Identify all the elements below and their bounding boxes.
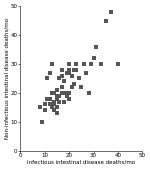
Point bbox=[63, 92, 65, 94]
Point bbox=[68, 63, 70, 65]
Point bbox=[58, 77, 61, 80]
Y-axis label: Non-infectious intestinal disease deaths/mo: Non-infectious intestinal disease deaths… bbox=[4, 18, 9, 139]
Point bbox=[51, 63, 53, 65]
Point bbox=[63, 80, 65, 83]
Point bbox=[66, 94, 68, 97]
Point bbox=[53, 100, 56, 103]
Point bbox=[53, 109, 56, 112]
Point bbox=[44, 103, 46, 106]
Point bbox=[61, 74, 63, 77]
Point bbox=[48, 71, 51, 74]
Point bbox=[51, 92, 53, 94]
Point bbox=[48, 97, 51, 100]
Point bbox=[61, 68, 63, 71]
X-axis label: Infectious intestinal disease deaths/mo: Infectious intestinal disease deaths/mo bbox=[27, 160, 135, 165]
Point bbox=[58, 100, 61, 103]
Point bbox=[58, 94, 61, 97]
Point bbox=[87, 92, 90, 94]
Point bbox=[61, 92, 63, 94]
Point bbox=[56, 94, 58, 97]
Point bbox=[80, 86, 83, 88]
Point bbox=[82, 63, 85, 65]
Point bbox=[66, 92, 68, 94]
Point bbox=[95, 45, 97, 48]
Point bbox=[56, 106, 58, 109]
Point bbox=[66, 71, 68, 74]
Point bbox=[78, 77, 80, 80]
Point bbox=[68, 71, 70, 74]
Point bbox=[70, 86, 73, 88]
Point bbox=[44, 109, 46, 112]
Point bbox=[109, 11, 112, 13]
Point bbox=[85, 71, 87, 74]
Point bbox=[56, 89, 58, 91]
Point bbox=[68, 68, 70, 71]
Point bbox=[92, 57, 95, 59]
Point bbox=[53, 92, 56, 94]
Point bbox=[73, 68, 75, 71]
Point bbox=[63, 100, 65, 103]
Point bbox=[75, 68, 78, 71]
Point bbox=[117, 63, 119, 65]
Point bbox=[46, 77, 48, 80]
Point bbox=[90, 63, 92, 65]
Point bbox=[73, 83, 75, 86]
Point bbox=[61, 86, 63, 88]
Point bbox=[105, 19, 107, 22]
Point bbox=[68, 97, 70, 100]
Point bbox=[68, 92, 70, 94]
Point bbox=[70, 74, 73, 77]
Point bbox=[46, 97, 48, 100]
Point bbox=[56, 112, 58, 114]
Point bbox=[100, 63, 102, 65]
Point bbox=[39, 106, 41, 109]
Point bbox=[75, 63, 78, 65]
Point bbox=[41, 120, 43, 123]
Point bbox=[51, 106, 53, 109]
Point bbox=[56, 97, 58, 100]
Point bbox=[48, 103, 51, 106]
Point bbox=[53, 103, 56, 106]
